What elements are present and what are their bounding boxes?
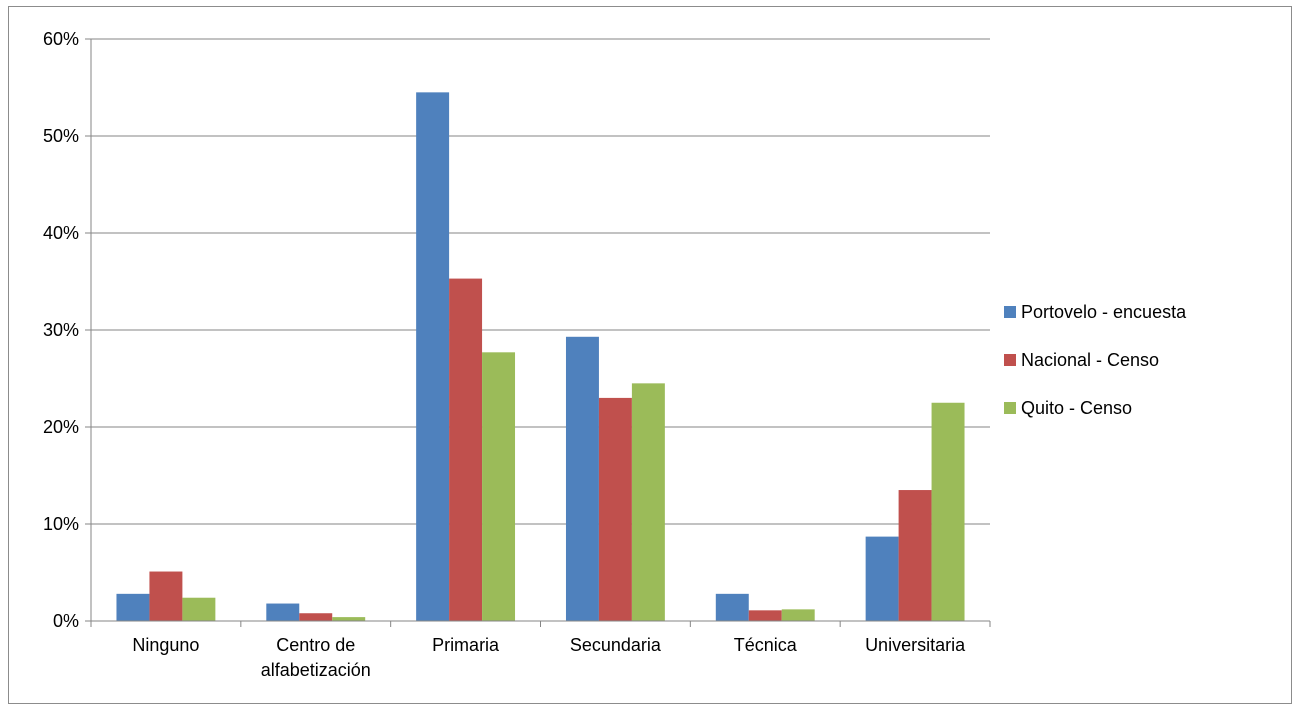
- x-tick-label: Primaria: [432, 635, 500, 655]
- bar: [116, 593, 150, 621]
- bars: [116, 92, 965, 622]
- legend-swatch: [1004, 306, 1016, 318]
- bar: [149, 571, 183, 621]
- x-tick-label: Técnica: [734, 635, 798, 655]
- legend-swatch: [1004, 402, 1016, 414]
- y-tick-label: 40%: [43, 223, 79, 243]
- y-tick-label: 60%: [43, 29, 79, 49]
- bar: [865, 536, 899, 621]
- axes: [85, 38, 991, 627]
- gridlines: [91, 38, 990, 525]
- legend: Portovelo - encuesta Nacional - Censo Quit…: [1004, 302, 1187, 418]
- y-tick-label: 20%: [43, 417, 79, 437]
- bar: [931, 402, 965, 621]
- y-tick-label: 0%: [53, 611, 79, 631]
- bar: [266, 603, 300, 621]
- x-tick-label: Ninguno: [132, 635, 199, 655]
- bar: [416, 92, 450, 622]
- legend-label: Nacional - Censo: [1021, 350, 1159, 370]
- legend-swatch: [1004, 354, 1016, 366]
- y-tick-label: 10%: [43, 514, 79, 534]
- bar: [748, 610, 782, 621]
- bar: [715, 593, 749, 621]
- x-tick-label: Secundaria: [570, 635, 662, 655]
- bar: [598, 397, 632, 621]
- x-tick-label: Universitaria: [865, 635, 966, 655]
- bar: [299, 613, 333, 621]
- bar: [565, 336, 599, 621]
- bar: [898, 490, 932, 621]
- tick-labels: 0% 10% 20% 30% 40% 50% 60% Ninguno Centro de alfa…: [43, 29, 966, 680]
- legend-label: Quito - Censo: [1021, 398, 1132, 418]
- bar: [449, 278, 483, 621]
- bar: [332, 617, 366, 621]
- y-tick-label: 50%: [43, 126, 79, 146]
- bar: [631, 383, 665, 621]
- bar: [482, 352, 516, 621]
- bar: [781, 609, 815, 621]
- legend-label: Portovelo - encuesta: [1021, 302, 1187, 322]
- bar: [182, 597, 216, 621]
- y-tick-label: 30%: [43, 320, 79, 340]
- x-tick-label: Centro de alfabetización: [261, 635, 371, 680]
